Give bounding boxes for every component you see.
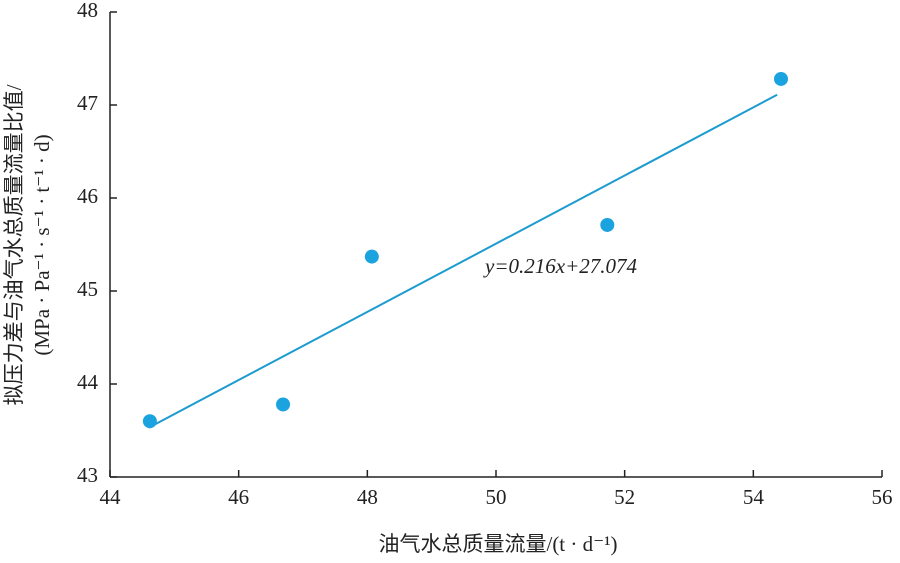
y-axis-label: 拟压力差与油气水总质量流量比值/ — [2, 84, 26, 405]
fit-equation: y=0.216x+27.074 — [483, 254, 637, 278]
y-tick-label: 48 — [77, 0, 98, 22]
point — [600, 217, 615, 232]
x-tick-label: 44 — [100, 485, 122, 509]
x-tick-label: 56 — [872, 485, 893, 509]
x-tick-label: 54 — [743, 485, 765, 509]
y-tick-label: 47 — [77, 91, 98, 115]
point — [773, 71, 788, 86]
x-tick-label: 52 — [614, 485, 635, 509]
fit-line — [148, 93, 778, 429]
y-tick-label: 43 — [77, 463, 98, 487]
x-axis-label: 油气水总质量流量/(t · d⁻¹) — [378, 532, 617, 556]
x-tick-label: 48 — [357, 485, 378, 509]
point — [142, 414, 157, 429]
y-axis-label: (MPa · Pa⁻¹ · s⁻¹ · t⁻¹ · d) — [30, 134, 54, 355]
y-tick-label: 46 — [77, 184, 98, 208]
point — [364, 249, 379, 264]
x-tick-label: 50 — [486, 485, 507, 509]
y-tick-label: 45 — [77, 277, 98, 301]
x-tick-label: 46 — [228, 485, 249, 509]
point — [276, 397, 291, 412]
y-tick-label: 44 — [77, 370, 99, 394]
